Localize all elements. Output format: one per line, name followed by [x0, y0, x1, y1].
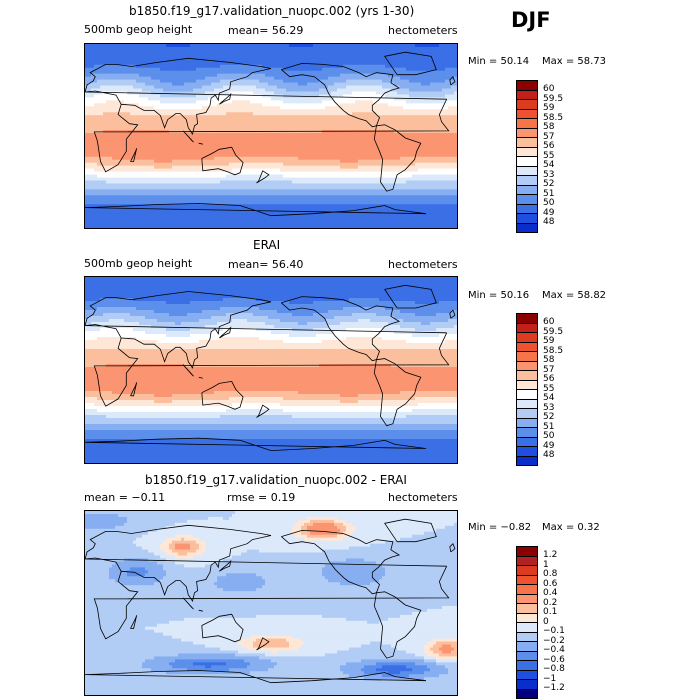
panel-1-map — [84, 43, 458, 229]
colorbar-tick-label: 58 — [543, 123, 554, 132]
colorbar-tick-label: 59.5 — [543, 327, 563, 337]
panel-2-title: ERAI — [253, 238, 280, 252]
colorbar-tick-label: 49 — [543, 441, 554, 451]
panel-3-max-label: Max = 0.32 — [542, 522, 600, 533]
colorbar-tick-label: 51 — [543, 189, 554, 199]
colorbar-box — [516, 455, 538, 466]
colorbar-tick-label: 56 — [543, 375, 554, 384]
colorbar-tick-label: 57 — [543, 365, 554, 375]
colorbar-tick-label: 57 — [543, 132, 554, 142]
season-label: DJF — [511, 8, 551, 32]
colorbar-tick-label: 53 — [543, 403, 554, 413]
panel-3-map — [84, 510, 458, 696]
colorbar-tick-label: 58.5 — [543, 113, 563, 123]
colorbar-tick-label: 54 — [543, 161, 554, 170]
panel-2-variable-label: 500mb geop height — [84, 257, 192, 270]
colorbar-tick-label: 58.5 — [543, 346, 563, 356]
colorbar-tick-label: 56 — [543, 142, 554, 151]
colorbar-tick-label: 55 — [543, 151, 554, 161]
colorbar-tick-label: −0.4 — [543, 646, 565, 655]
panel-1-title: b1850.f19_g17.validation_nuopc.002 (yrs … — [129, 4, 414, 18]
colorbar-tick-label: 0 — [543, 617, 549, 627]
colorbar-tick-label: 48 — [543, 218, 554, 227]
colorbar-tick-label: 52 — [543, 413, 554, 422]
panel-3-units-label: hectometers — [388, 491, 458, 504]
panel-2-max-label: Max = 58.82 — [542, 290, 606, 301]
colorbar-tick-label: −0.2 — [543, 636, 565, 646]
colorbar-tick-label: 0.1 — [543, 608, 557, 617]
colorbar-tick-label: 48 — [543, 451, 554, 460]
colorbar-tick-label: 54 — [543, 394, 554, 403]
panel-1-variable-label: 500mb geop height — [84, 23, 192, 36]
colorbar-tick-label: 1 — [543, 560, 549, 570]
colorbar-tick-label: 58 — [543, 356, 554, 365]
panel-1-max-label: Max = 58.73 — [542, 56, 606, 67]
colorbar-tick-label: 50 — [543, 432, 554, 441]
panel-3-mean-label: mean = −0.11 — [84, 491, 165, 504]
colorbar-tick-label: 49 — [543, 208, 554, 218]
colorbar-tick-label: 60 — [543, 318, 554, 327]
colorbar-tick-label: 0.4 — [543, 589, 557, 598]
panel-3-title: b1850.f19_g17.validation_nuopc.002 - ERA… — [145, 473, 407, 487]
colorbar-tick-label: −1.2 — [543, 684, 565, 693]
panel-1-units-label: hectometers — [388, 24, 458, 37]
colorbar-tick-label: 60 — [543, 85, 554, 94]
panel-2-units-label: hectometers — [388, 258, 458, 271]
colorbar-tick-label: 59 — [543, 104, 554, 113]
colorbar-box — [516, 222, 538, 233]
panel-1-mean-label: mean= 56.29 — [228, 24, 303, 37]
colorbar-tick-label: 50 — [543, 199, 554, 208]
colorbar-tick-label: 55 — [543, 384, 554, 394]
colorbar-tick-label: −0.1 — [543, 627, 565, 636]
colorbar-tick-label: −0.6 — [543, 655, 565, 665]
panel-1-min-label: Min = 50.14 — [468, 56, 529, 67]
colorbar-tick-label: 0.2 — [543, 598, 557, 608]
panel-2-contour-field — [85, 277, 457, 463]
panel-3-contour-field — [85, 511, 457, 695]
panel-2-map — [84, 276, 458, 464]
panel-3-min-label: Min = −0.82 — [468, 522, 531, 533]
colorbar-tick-label: 0.8 — [543, 570, 557, 579]
colorbar-box — [516, 688, 538, 699]
colorbar-tick-label: 59.5 — [543, 94, 563, 104]
colorbar-tick-label: 52 — [543, 180, 554, 189]
colorbar-tick-label: 51 — [543, 422, 554, 432]
colorbar-tick-label: −0.8 — [543, 665, 565, 674]
panel-1-contour-field — [85, 44, 457, 228]
colorbar-tick-label: 0.6 — [543, 579, 557, 589]
colorbar-tick-label: 59 — [543, 337, 554, 346]
panel-2-mean-label: mean= 56.40 — [228, 258, 303, 271]
colorbar-tick-label: 53 — [543, 170, 554, 180]
colorbar-tick-label: −1 — [543, 674, 556, 684]
panel-2-min-label: Min = 50.16 — [468, 290, 529, 301]
colorbar-tick-label: 1.2 — [543, 551, 557, 560]
panel-3-rmse-label: rmse = 0.19 — [227, 491, 295, 504]
